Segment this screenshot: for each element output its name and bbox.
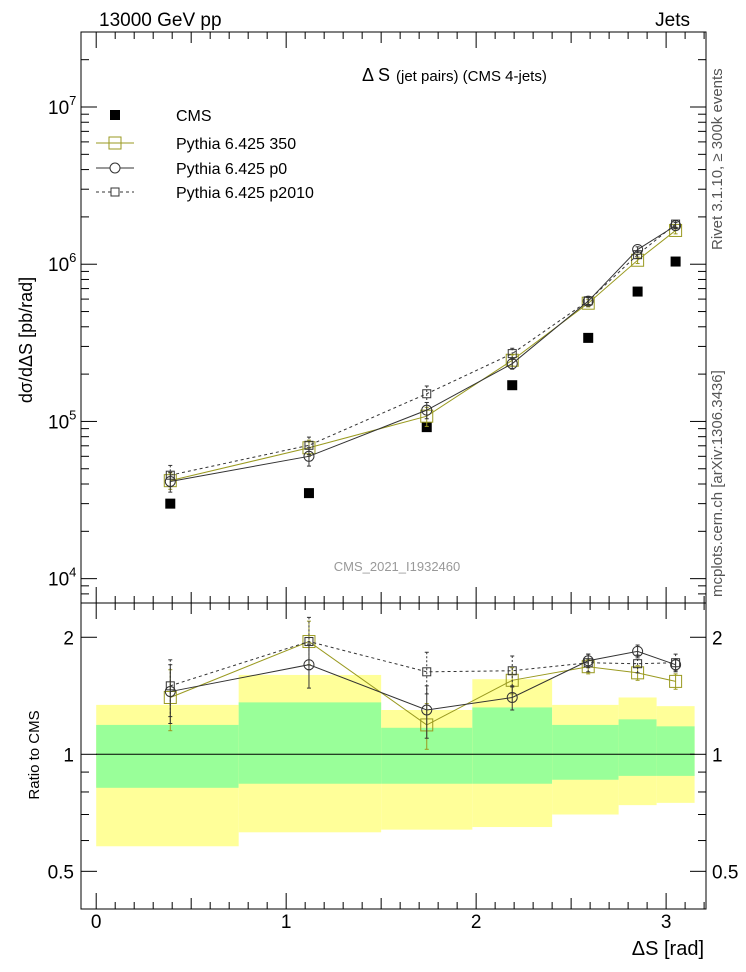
ratio-point-pythia-6-425-p2010: [583, 658, 593, 668]
main-ytick-label-exponent: 7: [69, 93, 76, 108]
main-frame: [80, 31, 707, 604]
main-point-pythia-6-425-p2010: [583, 296, 593, 306]
main-ylabel: dσ/dΔS [pb/rad]: [16, 277, 36, 403]
ratio-point-pythia-6-425-p2010: [507, 666, 517, 676]
main-ytick-label: 104: [48, 565, 76, 591]
main-point-cms: [303, 488, 314, 499]
legend-label-pythia-p2010: Pythia 6.425 p2010: [176, 185, 314, 202]
ratio-ytick-label-right: 1: [712, 745, 723, 766]
mcplots-reference-label: mcplots.cern.ch [arXiv:1306.3436]: [709, 370, 726, 597]
header-analysis-label: Jets: [655, 10, 690, 31]
main-ytick-label-exponent: 6: [69, 250, 76, 265]
ratio-xtick-label: 0: [91, 912, 102, 933]
ratio-point-pythia-6-425-p2010: [633, 659, 643, 669]
ratio-band-green-5: [618, 719, 657, 776]
legend-marker-pythia-p0: [109, 162, 121, 174]
main-title: Δ S: [362, 65, 390, 85]
main-point-pythia-6-425-p2010: [165, 470, 175, 480]
ratio-xlabel: ΔS [rad]: [632, 938, 704, 960]
main-point-pythia-6-425-p0: [632, 244, 644, 256]
ratio-xtick-label: 1: [281, 912, 292, 933]
header-energy-label: 13000 GeV pp: [99, 10, 222, 31]
legend-label-cms: CMS: [176, 108, 212, 125]
ratio-ytick-label: 2: [63, 628, 74, 649]
main-plot-area: 104 105 106 107: [48, 31, 707, 604]
main-ytick-label-exponent: 5: [69, 407, 76, 422]
ratio-point-pythia-6-425-350: [631, 666, 645, 680]
main-point-pythia-6-425-p2010: [422, 389, 432, 399]
ratio-ytick-label: 0.5: [48, 862, 74, 883]
main-point-pythia-6-425-p2010: [507, 349, 517, 359]
legend-label-pythia-p0: Pythia 6.425 p0: [176, 161, 287, 178]
ratio-xtick-label: 2: [471, 912, 482, 933]
ratio-ytick-label-right: 0.5: [712, 862, 738, 883]
ratio-point-pythia-6-425-p2010: [671, 658, 681, 668]
legend: CMS Pythia 6.425 350 Pythia 6.425 p0 Pyt…: [96, 108, 314, 202]
main-point-pythia-6-425-p0: [303, 450, 315, 462]
main-ytick-label-exponent: 4: [69, 565, 76, 580]
main-point-pythia-6-425-p2010: [633, 250, 643, 260]
main-title-detail: (jet pairs) (CMS 4-jets): [396, 68, 547, 85]
main-point-cms: [632, 286, 643, 297]
main-ytick-label: 106: [48, 250, 76, 276]
ratio-xtick-label: 3: [661, 912, 672, 933]
ratio-band-green-0: [96, 724, 239, 788]
main-point-cms: [507, 380, 518, 391]
legend-label-pythia-350: Pythia 6.425 350: [176, 136, 296, 153]
main-ytick-label: 105: [48, 407, 76, 433]
ratio-plot-area: 0 1 2 3 0.5 0.5 1 1 2 2: [48, 602, 738, 933]
main-line-pythia-6-425-350: [170, 230, 676, 482]
ratio-point-pythia-6-425-p2010: [304, 637, 314, 647]
ratio-point-pythia-6-425-p0: [506, 691, 518, 703]
main-point-pythia-6-425-p0: [506, 358, 518, 370]
main-point-pythia-6-425-p0: [582, 295, 594, 307]
main-line-pythia-6-425-p2010: [170, 223, 676, 476]
ratio-point-pythia-6-425-p0: [421, 704, 433, 716]
ratio-band-green-6: [656, 726, 695, 776]
main-point-cms: [670, 256, 681, 267]
ratio-band-green-3: [472, 707, 553, 784]
ratio-point-pythia-6-425-p2010: [165, 681, 175, 691]
ratio-ylabel: Ratio to CMS: [26, 710, 43, 799]
ratio-band-green-4: [552, 724, 619, 780]
main-point-pythia-6-425-p0: [421, 404, 433, 416]
ratio-ytick-label: 1: [63, 745, 74, 766]
analysis-watermark: CMS_2021_I1932460: [334, 559, 461, 574]
main-ytick-label: 107: [48, 93, 76, 119]
ratio-ytick-label-right: 2: [712, 628, 723, 649]
main-point-pythia-6-425-p2010: [304, 440, 314, 450]
ratio-frame: [80, 602, 707, 910]
legend-marker-pythia-p2010: [110, 187, 120, 197]
ratio-point-pythia-6-425-p2010: [422, 667, 432, 677]
main-point-pythia-6-425-p2010: [671, 219, 681, 229]
ratio-point-pythia-6-425-350: [669, 674, 683, 688]
rivet-version-label: Rivet 3.1.10, ≥ 300k events: [709, 68, 726, 250]
legend-marker-pythia-350: [108, 136, 122, 150]
legend-marker-cms: [110, 110, 120, 120]
main-point-cms: [583, 332, 594, 343]
main-line-pythia-6-425-p0: [170, 225, 676, 482]
main-point-cms: [421, 422, 432, 433]
ratio-band-green-1: [238, 702, 382, 784]
main-point-cms: [165, 498, 176, 509]
